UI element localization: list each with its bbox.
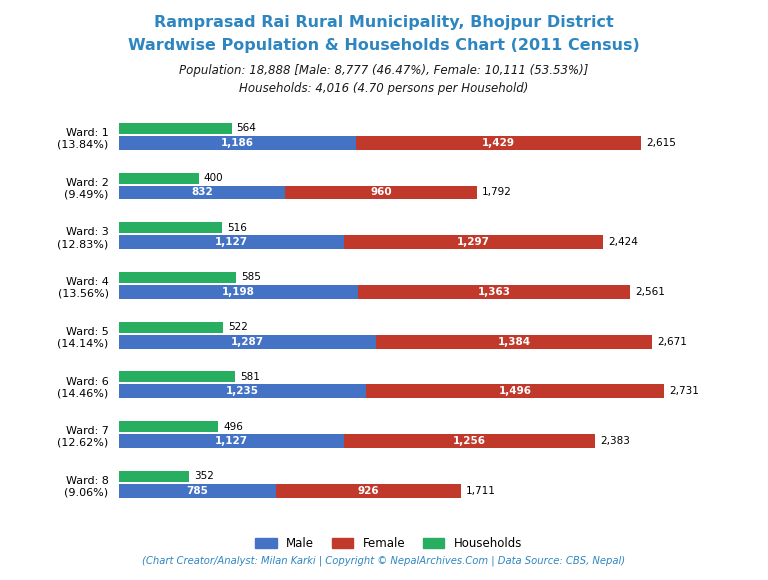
- Text: 1,711: 1,711: [465, 486, 495, 496]
- Text: 400: 400: [204, 173, 223, 183]
- Text: 926: 926: [357, 486, 379, 496]
- Text: 1,384: 1,384: [498, 336, 531, 347]
- Bar: [119, 385, 366, 398]
- Text: 2,671: 2,671: [657, 336, 687, 347]
- Bar: [356, 136, 641, 150]
- Text: 2,615: 2,615: [646, 138, 676, 148]
- Text: 785: 785: [187, 486, 208, 496]
- Text: Ramprasad Rai Rural Municipality, Bhojpur District: Ramprasad Rai Rural Municipality, Bhojpu…: [154, 14, 614, 30]
- Text: 2,561: 2,561: [635, 287, 665, 297]
- Text: 1,256: 1,256: [453, 436, 486, 446]
- Bar: [344, 235, 603, 249]
- Text: Households: 4,016 (4.70 persons per Household): Households: 4,016 (4.70 persons per Hous…: [240, 82, 528, 95]
- Text: 1,127: 1,127: [215, 436, 248, 446]
- Text: 496: 496: [223, 422, 243, 432]
- Bar: [366, 385, 664, 398]
- Text: 1,287: 1,287: [231, 336, 264, 347]
- Text: 522: 522: [228, 322, 248, 332]
- Text: 1,186: 1,186: [221, 138, 254, 148]
- Text: 832: 832: [191, 187, 213, 197]
- Text: 352: 352: [194, 472, 214, 481]
- Text: 1,297: 1,297: [457, 237, 490, 247]
- Bar: [119, 471, 190, 482]
- Bar: [119, 123, 232, 134]
- Text: 585: 585: [241, 273, 260, 282]
- Bar: [119, 335, 376, 349]
- Text: 564: 564: [237, 124, 257, 133]
- Bar: [119, 186, 285, 200]
- Text: 1,363: 1,363: [478, 287, 511, 297]
- Bar: [285, 186, 477, 200]
- Bar: [119, 272, 236, 283]
- Bar: [376, 335, 652, 349]
- Bar: [119, 173, 199, 183]
- Text: 960: 960: [370, 187, 392, 197]
- Text: 1,235: 1,235: [226, 386, 259, 396]
- Legend: Male, Female, Households: Male, Female, Households: [250, 532, 527, 555]
- Bar: [119, 222, 222, 233]
- Text: 2,383: 2,383: [600, 436, 630, 446]
- Text: (Chart Creator/Analyst: Milan Karki | Copyright © NepalArchives.Com | Data Sourc: (Chart Creator/Analyst: Milan Karki | Co…: [142, 555, 626, 566]
- Text: 2,731: 2,731: [670, 386, 699, 396]
- Text: 2,424: 2,424: [608, 237, 638, 247]
- Text: 1,496: 1,496: [498, 386, 531, 396]
- Bar: [119, 484, 276, 498]
- Bar: [119, 322, 223, 333]
- Text: 581: 581: [240, 372, 260, 382]
- Text: 1,127: 1,127: [215, 237, 248, 247]
- Bar: [119, 371, 235, 382]
- Text: Wardwise Population & Households Chart (2011 Census): Wardwise Population & Households Chart (…: [128, 38, 640, 53]
- Bar: [119, 136, 356, 150]
- Text: 1,198: 1,198: [222, 287, 255, 297]
- Bar: [358, 285, 631, 299]
- Text: 1,429: 1,429: [482, 138, 515, 148]
- Bar: [119, 285, 358, 299]
- Bar: [119, 434, 344, 448]
- Text: 1,792: 1,792: [482, 187, 511, 197]
- Text: 516: 516: [227, 223, 247, 233]
- Bar: [344, 434, 595, 448]
- Bar: [119, 235, 344, 249]
- Bar: [276, 484, 461, 498]
- Text: Population: 18,888 [Male: 8,777 (46.47%), Female: 10,111 (53.53%)]: Population: 18,888 [Male: 8,777 (46.47%)…: [179, 64, 589, 77]
- Bar: [119, 421, 218, 432]
